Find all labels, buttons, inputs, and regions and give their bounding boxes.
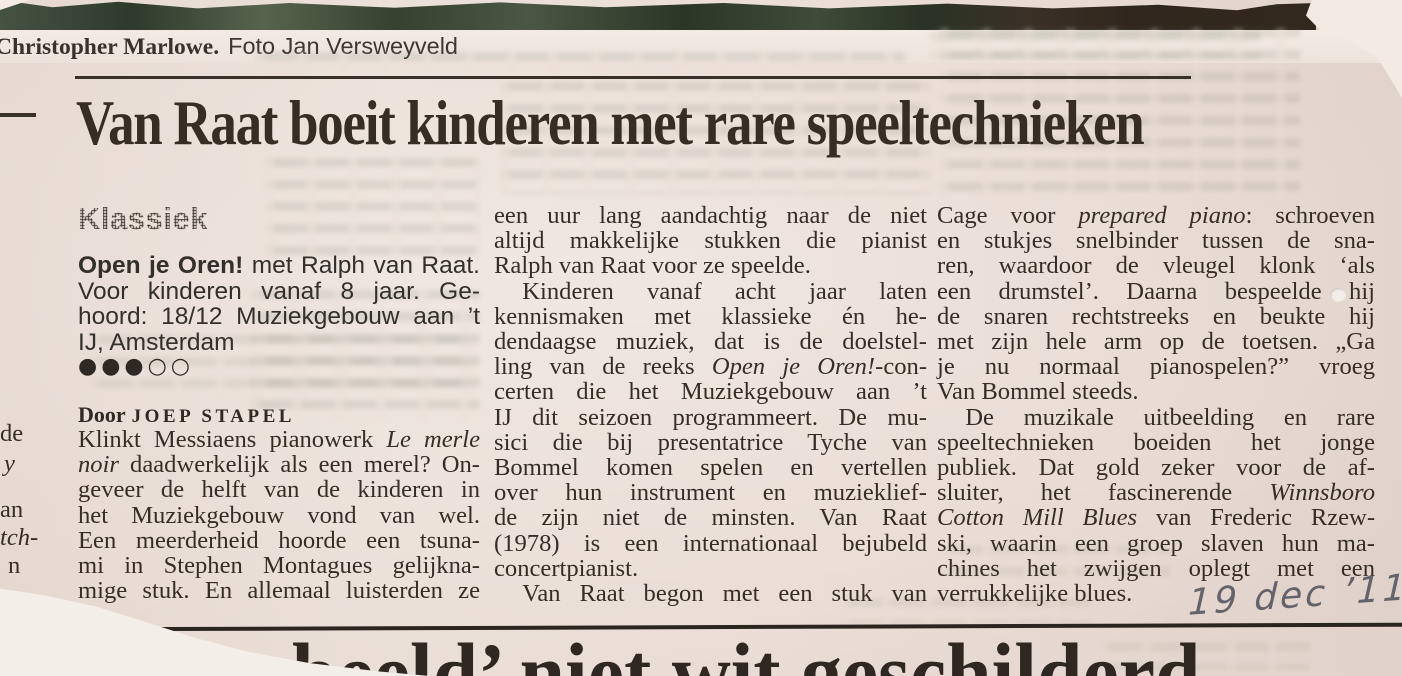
text-line: noir daadwerkelijk als een merel? On- <box>78 451 480 479</box>
text-line: certen die het Muziekgebouw aan ’t <box>494 378 927 406</box>
text-line: Voor kinderen vanaf 8 jaar. Ge- <box>78 277 480 305</box>
text-line: chines het zwijgen oplegt met een <box>937 554 1375 582</box>
text-line: over hun instrument en muzieklief- <box>494 479 927 507</box>
text-line: en stukjes snelbinder tussen de sna- <box>937 227 1375 255</box>
headline-fragment: beeld’ niet wit geschilderd <box>292 638 1200 676</box>
text-line: mi in Stephen Montagues gelijkna- <box>78 552 480 580</box>
left-column-rule-fragment <box>0 113 36 117</box>
text-line: kennismaken met klassieke én he- <box>494 302 927 330</box>
section-label: Klassiek <box>78 203 480 234</box>
text-line: met zijn hele arm op de toetsen. „Ga <box>937 328 1375 356</box>
text-line: dendaagse muziek, dat is de doelstel- <box>494 328 927 356</box>
body-text-column-3: Cage voor prepared piano: schroeven en st… <box>937 203 1375 606</box>
text-line: hoord: 18/12 Muziekgebouw aan ’t <box>78 303 480 331</box>
text-line: ling van de reeks Open je Oren!-con- <box>494 353 928 381</box>
star-rating: ●●●○○ <box>78 354 194 379</box>
edge-text-fragment: an <box>0 496 24 523</box>
text-line: verrukkelijke blues. <box>937 580 1133 608</box>
text-line: IJ dit seizoen programmeert. De mu- <box>494 403 927 431</box>
text-line: altijd makkelijke stukken die pianist <box>494 227 927 255</box>
byline-prefix: Door <box>78 402 126 427</box>
edge-text-fragment: de <box>0 420 24 447</box>
text-line: Bommel komen spelen en vertellen <box>494 454 927 482</box>
text-line: IJ, Amsterdam <box>78 328 235 356</box>
text-line: je nu normaal pianospelen?” vroeg <box>937 353 1375 381</box>
text-line: Ralph van Raat voor ze speelde. <box>494 252 811 280</box>
byline-author: JOEP STAPEL <box>131 406 295 427</box>
text-line: Klinkt Messiaens pianowerk Le merle <box>78 426 480 453</box>
text-line: Open je Oren! met Ralph van Raat. <box>78 252 480 279</box>
edge-text-fragment: tch- <box>0 524 39 551</box>
text-line: concertpianist. <box>494 554 639 582</box>
paper-blemish <box>1330 288 1346 302</box>
caption-subject: Christopher Marlowe. <box>0 34 220 60</box>
article-headline: Van Raat boeit kinderen met rare speelte… <box>76 88 1145 158</box>
text-line: Van Bommel steeds. <box>937 378 1139 406</box>
column-1: Klassiek Open je Oren! met Ralph van Raa… <box>78 203 480 603</box>
caption-strip <box>0 30 1402 63</box>
text-line: De muzikale uitbeelding en rare <box>965 403 1375 431</box>
edge-text-fragment: n <box>8 552 21 579</box>
text-line: speeltechnieken boeiden het jonge <box>937 428 1375 456</box>
text-line: de zijn niet de minsten. Van Raat <box>494 504 927 532</box>
headline-fragment: ulti <box>104 638 222 676</box>
photo-caption: Christopher Marlowe. Foto Jan Versweyveld <box>0 33 458 61</box>
text-line: mige stuk. En allemaal luisterden ze <box>78 577 480 605</box>
next-article-headline-partial: ulti beeld’ niet wit geschilderd <box>0 638 1402 676</box>
text-line: ren, waardoor de vleugel klonk ‘als <box>937 252 1375 280</box>
text-line: een drumstel’. Daarna bespeelde hij <box>937 277 1375 305</box>
concert-listing: Open je Oren! met Ralph van Raat. Voor ki… <box>78 253 480 355</box>
byline: Door JOEP STAPEL <box>78 404 295 427</box>
text-line: Een meerderheid hoorde een tsuna- <box>78 526 480 554</box>
text-line: publiek. Dat gold zeker voor de af- <box>937 454 1375 482</box>
body-text-column-1: Klinkt Messiaens pianowerk Le merle noir … <box>78 426 480 605</box>
text-line: een uur lang aandachtig naar de niet <box>494 202 927 229</box>
article-top-rule <box>75 76 1191 79</box>
text-line: de snaren rechtstreeks en beukte hij <box>937 302 1375 330</box>
text-line: sici die bij presentatrice Tyche van <box>494 428 927 456</box>
text-line: het Muziekgebouw vond van wel. <box>78 501 480 529</box>
caption-credit: Foto Jan Versweyveld <box>228 33 458 59</box>
text-line: Kinderen vanaf acht jaar laten <box>522 277 927 305</box>
text-line: Cage voor prepared piano: schroeven <box>937 202 1375 229</box>
body-text-column-2: een uur lang aandachtig naar de niet alti… <box>494 203 927 606</box>
edge-text-fragment: y <box>4 450 15 477</box>
text-line: Cotton Mill Blues van Frederic Rzew- <box>937 504 1376 532</box>
text-line: ski, waarin een groep slaven hun ma- <box>937 529 1375 557</box>
text-line: geveer de helft van de kinderen in <box>78 476 480 504</box>
text-line: (1978) is een internationaal bejubeld <box>494 529 927 557</box>
text-line: Van Raat begon met een stuk van <box>522 580 927 608</box>
text-line: sluiter, het fascinerende Winnsboro <box>937 479 1375 507</box>
